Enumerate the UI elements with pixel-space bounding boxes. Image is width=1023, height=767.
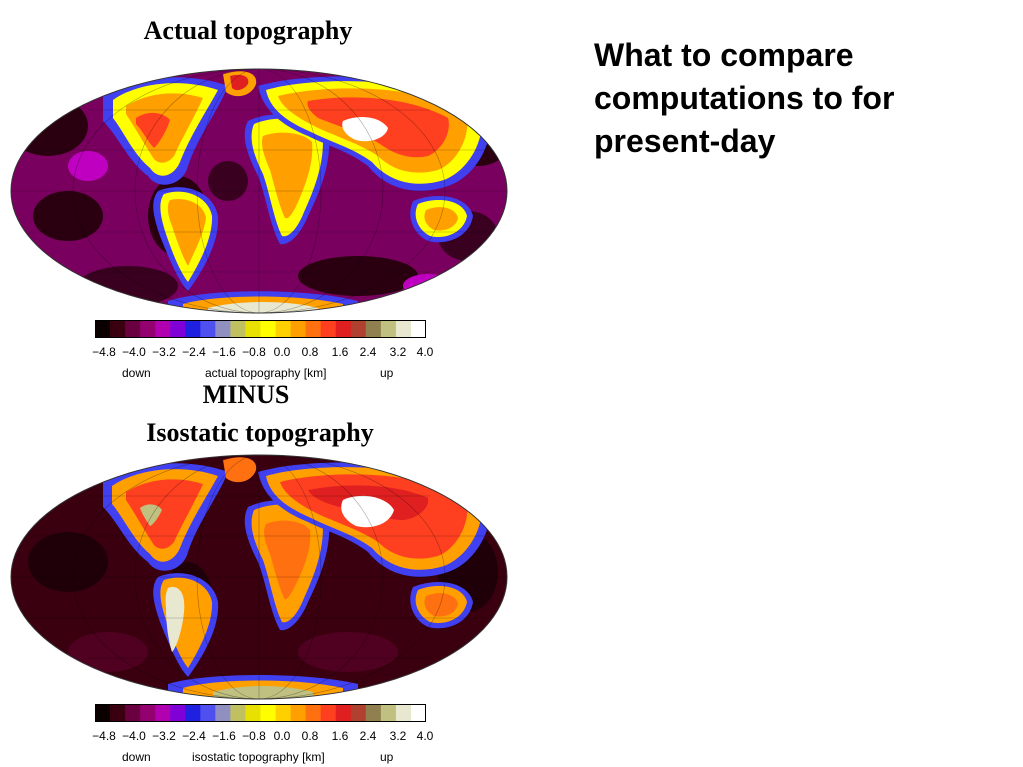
colorbar-down-label: down [122,366,151,380]
colorbar-cell [410,320,426,338]
colorbar-cell [185,320,201,338]
tick-label: 1.6 [331,729,349,743]
tick-label: −3.2 [152,345,176,359]
colorbar-cell [275,320,291,338]
tick-label: −1.6 [212,729,236,743]
colorbar-cell [320,320,337,338]
colorbar-cell [125,704,141,722]
tick-label: 0.0 [273,729,291,743]
tick-label: −1.6 [212,345,236,359]
colorbar-cell [290,320,307,338]
tick-label: 2.4 [359,729,377,743]
tick-label: −0.8 [242,345,266,359]
top-map-title: Actual topography [143,16,353,45]
tick-label: −4.8 [92,729,116,743]
tick-label: 4.0 [416,345,434,359]
tick-label: −0.8 [242,729,266,743]
colorbar-cell [290,704,307,722]
colorbar-cell [230,320,246,338]
tick-label: 3.2 [389,345,407,359]
actual-topography-map [10,68,508,314]
colorbar-cell [110,704,126,722]
actual-colorbar-ticks: −4.8 −4.0 −3.2 −2.4 −1.6 −0.8 0.0 0.8 1.… [80,345,450,361]
colorbar-cell [140,704,156,722]
colorbar-cell [380,320,397,338]
tick-label: 2.4 [359,345,377,359]
colorbar-cell [200,704,216,722]
heading-line-2: computations to for [594,80,895,116]
colorbar-cell [410,704,426,722]
tick-label: −2.4 [182,729,206,743]
colorbar-cell [350,320,367,338]
tick-label: −4.8 [92,345,116,359]
colorbar-cells [95,320,426,338]
tick-label: −2.4 [182,345,206,359]
colorbar-axis-label: actual topography [km] [205,366,327,380]
colorbar-down-label: down [122,750,151,764]
heading-line-1: What to compare [594,37,854,73]
colorbar-cell [245,704,261,722]
tick-label: 1.6 [331,345,349,359]
slide-heading: What to compare computations to for pres… [594,34,994,163]
tick-label: 4.0 [416,729,434,743]
tick-label: 0.8 [301,345,319,359]
colorbar-cell [155,704,171,722]
colorbar-cell [275,704,291,722]
colorbar-cell [95,704,111,722]
colorbar-cell [305,704,322,722]
tick-label: 0.8 [301,729,319,743]
minus-operator: MINUS [202,380,290,409]
colorbar-up-label: up [380,366,394,380]
colorbar-cell [215,320,231,338]
tick-label: 3.2 [389,729,407,743]
colorbar-cell [110,320,126,338]
colorbar-axis-label: isostatic topography [km] [192,750,325,764]
isostatic-colorbar-ticks: −4.8 −4.0 −3.2 −2.4 −1.6 −0.8 0.0 0.8 1.… [80,729,450,745]
colorbar-cell [335,320,352,338]
colorbar-cell [350,704,367,722]
tick-label: −4.0 [122,345,146,359]
colorbar-cell [395,704,412,722]
colorbar-cell [95,320,111,338]
colorbar-cell [155,320,171,338]
colorbar-cell [260,320,276,338]
isostatic-topography-map [10,454,508,700]
colorbar-cell [395,320,412,338]
colorbar-cell [335,704,352,722]
colorbar-cell [170,320,186,338]
colorbar-cells [95,704,426,722]
colorbar-cell [365,320,382,338]
colorbar-cell [260,704,276,722]
isostatic-map-title: Isostatic topography [146,418,374,447]
colorbar-cell [125,320,141,338]
colorbar-cell [185,704,201,722]
colorbar-cell [365,704,382,722]
tick-label: 0.0 [273,345,291,359]
colorbar-cell [245,320,261,338]
heading-line-3: present-day [594,123,776,159]
colorbar-cell [230,704,246,722]
colorbar-cell [170,704,186,722]
colorbar-cell [140,320,156,338]
colorbar-cell [320,704,337,722]
tick-label: −4.0 [122,729,146,743]
colorbar-cell [200,320,216,338]
colorbar-cell [305,320,322,338]
colorbar-cell [215,704,231,722]
tick-label: −3.2 [152,729,176,743]
colorbar-up-label: up [380,750,394,764]
isostatic-topography-colorbar [95,704,426,722]
actual-topography-colorbar [95,320,426,338]
colorbar-cell [380,704,397,722]
